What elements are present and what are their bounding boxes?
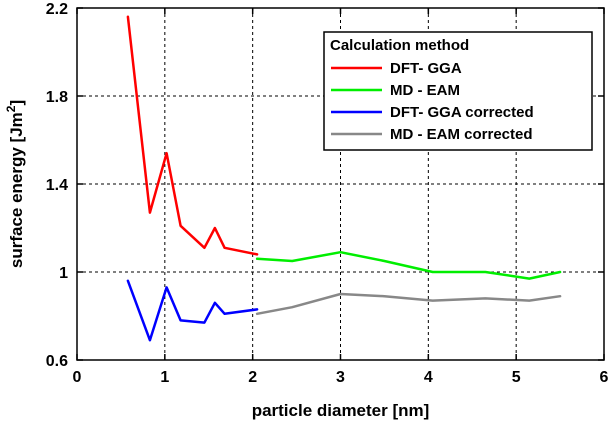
y-axis-title-superscript: 2 xyxy=(4,105,18,112)
series-line-md-eam xyxy=(255,250,562,280)
x-tick-label: 4 xyxy=(424,369,433,386)
y-axis-title: surface energy [Jm2] xyxy=(4,100,26,268)
series-line-dft-gga-corrected xyxy=(126,279,259,342)
y-tick-label: 1.8 xyxy=(46,89,68,106)
y-tick-label: 1.4 xyxy=(46,177,68,194)
y-axis-title-main: surface energy [Jm xyxy=(7,112,26,268)
legend-label-md-eam-corrected: MD - EAM corrected xyxy=(390,126,533,143)
y-tick-labels: 0.6 1 1.4 1.8 2.2 xyxy=(46,1,68,370)
x-tick-labels: 0 1 2 3 4 5 6 xyxy=(73,369,609,386)
x-axis-title: particle diameter [nm] xyxy=(252,401,430,420)
x-tick-label: 1 xyxy=(160,369,169,386)
legend-title: Calculation method xyxy=(330,37,469,54)
axis-ticks xyxy=(76,7,605,361)
y-axis-title-close: ] xyxy=(7,100,26,106)
series-line-dft-gga xyxy=(126,15,259,256)
x-tick-label: 2 xyxy=(248,369,257,386)
y-tick-label: 1 xyxy=(59,265,68,282)
y-tick-label: 2.2 xyxy=(46,1,68,18)
series-line-md-eam-corrected xyxy=(255,292,562,316)
legend-label-md-eam: MD - EAM xyxy=(390,82,460,99)
legend-label-dft-gga-corrected: DFT- GGA corrected xyxy=(390,104,534,121)
x-tick-label: 6 xyxy=(600,369,609,386)
y-tick-label: 0.6 xyxy=(46,353,68,370)
series-lines xyxy=(126,15,562,342)
legend-label-dft-gga: DFT- GGA xyxy=(390,60,462,77)
legend-entries: DFT- GGA MD - EAM DFT- GGA corrected MD - E… xyxy=(331,60,534,143)
x-tick-label: 3 xyxy=(336,369,345,386)
x-tick-label: 5 xyxy=(512,369,521,386)
x-tick-label: 0 xyxy=(73,369,82,386)
